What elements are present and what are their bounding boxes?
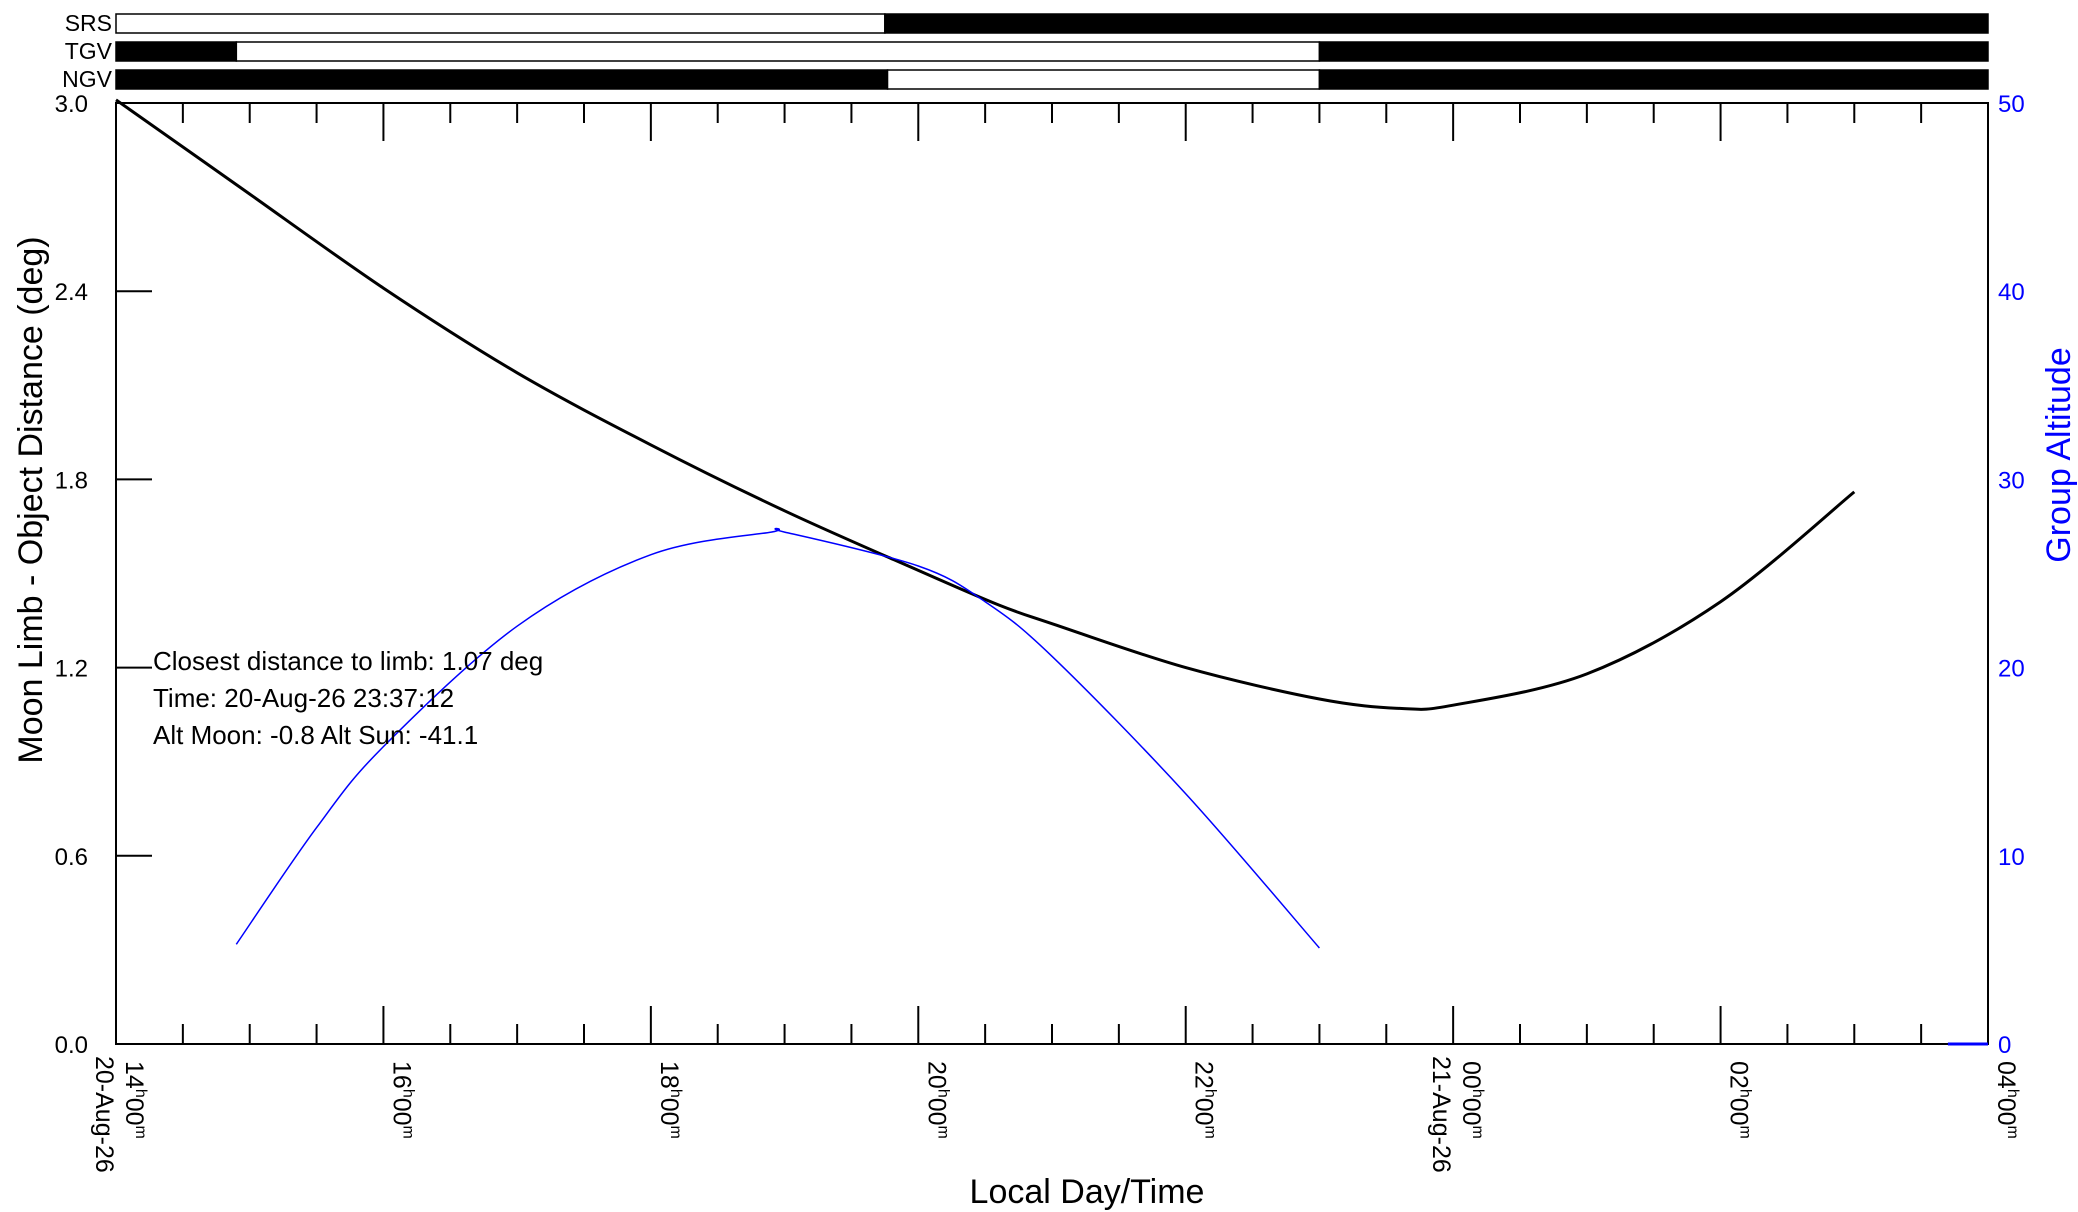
y2-tick-label: 30 <box>1998 467 2025 494</box>
y2-tick-label: 20 <box>1998 656 2025 683</box>
series-group-altitude <box>235 527 1320 949</box>
x-date-label-text: 20-Aug-26 <box>90 1056 118 1173</box>
closest-approach-annotation: Closest distance to limb: 1.07 deg Time:… <box>153 646 543 750</box>
chart-series <box>115 98 1988 1046</box>
bar-label-srs: SRS <box>65 10 112 36</box>
bar-segment-tgv-0 <box>115 41 238 62</box>
axis-ticks: 0.0 0.6 1.2 1.8 2.4 3.0 0 10 20 30 40 50 14h00m 16h00… <box>55 91 2025 1173</box>
x-tick-label: 00h00m <box>1457 1061 1486 1139</box>
x-tick-label-text: 04h00m <box>1992 1061 2021 1139</box>
x-tick-label: 18h00m <box>655 1061 684 1139</box>
y-tick-label: 2.4 <box>55 279 88 306</box>
y2-tick-label: 10 <box>1998 844 2025 871</box>
bar-segment-srs-0 <box>115 13 886 34</box>
x-axis-title: Local Day/Time <box>970 1173 1205 1211</box>
y-tick-label: 0.0 <box>55 1032 88 1059</box>
x-tick-label: 04h00m <box>1992 1061 2021 1139</box>
bar-label-ngv: NGV <box>62 66 113 92</box>
bar-segment-ngv-0 <box>115 69 889 90</box>
bar-segment-ngv-2 <box>1318 69 1989 90</box>
annotation-line-closest: Closest distance to limb: 1.07 deg <box>153 646 543 676</box>
y-tick-label: 1.2 <box>55 656 88 683</box>
x-tick-label-text: 16h00m <box>387 1061 416 1139</box>
x-date-label: 21-Aug-26 <box>1427 1056 1455 1173</box>
x-tick-label: 14h00m <box>120 1061 149 1139</box>
y2-tick-label: 40 <box>1998 279 2025 306</box>
x-tick-label-text: 22h00m <box>1190 1061 1219 1139</box>
bar-segment-tgv-2 <box>1318 41 1989 62</box>
plot-axes <box>115 102 1989 1045</box>
bar-label-tgv: TGV <box>65 38 113 64</box>
x-date-label-text: 21-Aug-26 <box>1427 1056 1455 1173</box>
x-tick-label-text: 02h00m <box>1725 1061 1754 1139</box>
x-date-label: 20-Aug-26 <box>90 1056 118 1173</box>
x-tick-label-text: 00h00m <box>1457 1061 1486 1139</box>
bar-segment-tgv-1 <box>235 41 1321 62</box>
x-tick-label: 16h00m <box>387 1061 416 1139</box>
x-tick-label: 20h00m <box>922 1061 951 1139</box>
annotation-line-time: Time: 20-Aug-26 23:37:12 <box>153 683 454 713</box>
bar-segment-ngv-1 <box>886 69 1321 90</box>
y2-tick-label: 0 <box>1998 1032 2011 1059</box>
x-tick-label: 22h00m <box>1190 1061 1219 1139</box>
y-tick-label: 1.8 <box>55 467 88 494</box>
plot-frame <box>115 102 1989 1045</box>
y-tick-label: 3.0 <box>55 91 88 118</box>
y2-tick-label: 50 <box>1998 91 2025 118</box>
x-tick-label-text: 14h00m <box>120 1061 149 1139</box>
bar-segment-srs-1 <box>884 13 1989 34</box>
y-tick-label: 0.6 <box>55 844 88 871</box>
series-limb-distance <box>115 98 1856 711</box>
y-axis-title: Moon Limb - Object Distance (deg) <box>12 236 50 763</box>
x-tick-label: 02h00m <box>1725 1061 1754 1139</box>
annotation-line-altitudes: Alt Moon: -0.8 Alt Sun: -41.1 <box>153 720 478 750</box>
x-tick-label-text: 18h00m <box>655 1061 684 1139</box>
x-tick-label-text: 20h00m <box>922 1061 951 1139</box>
y2-axis-title: Group Altitude <box>2040 347 2078 562</box>
